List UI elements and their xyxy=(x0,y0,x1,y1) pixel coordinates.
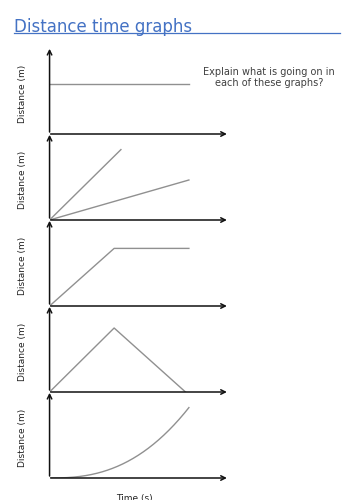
Text: Distance time graphs: Distance time graphs xyxy=(14,18,192,36)
Text: Explain what is going on in
each of these graphs?: Explain what is going on in each of thes… xyxy=(203,66,335,88)
Text: Time (s): Time (s) xyxy=(116,322,153,331)
Text: Distance (m): Distance (m) xyxy=(18,409,27,467)
Text: Distance (m): Distance (m) xyxy=(18,151,27,209)
Text: Time (s): Time (s) xyxy=(116,236,153,245)
Text: Time (s): Time (s) xyxy=(116,494,153,500)
Text: Distance (m): Distance (m) xyxy=(18,65,27,123)
Text: Time (s): Time (s) xyxy=(116,150,153,159)
Text: Distance (m): Distance (m) xyxy=(18,237,27,295)
Text: Distance (m): Distance (m) xyxy=(18,323,27,381)
Text: Time (s): Time (s) xyxy=(116,408,153,417)
